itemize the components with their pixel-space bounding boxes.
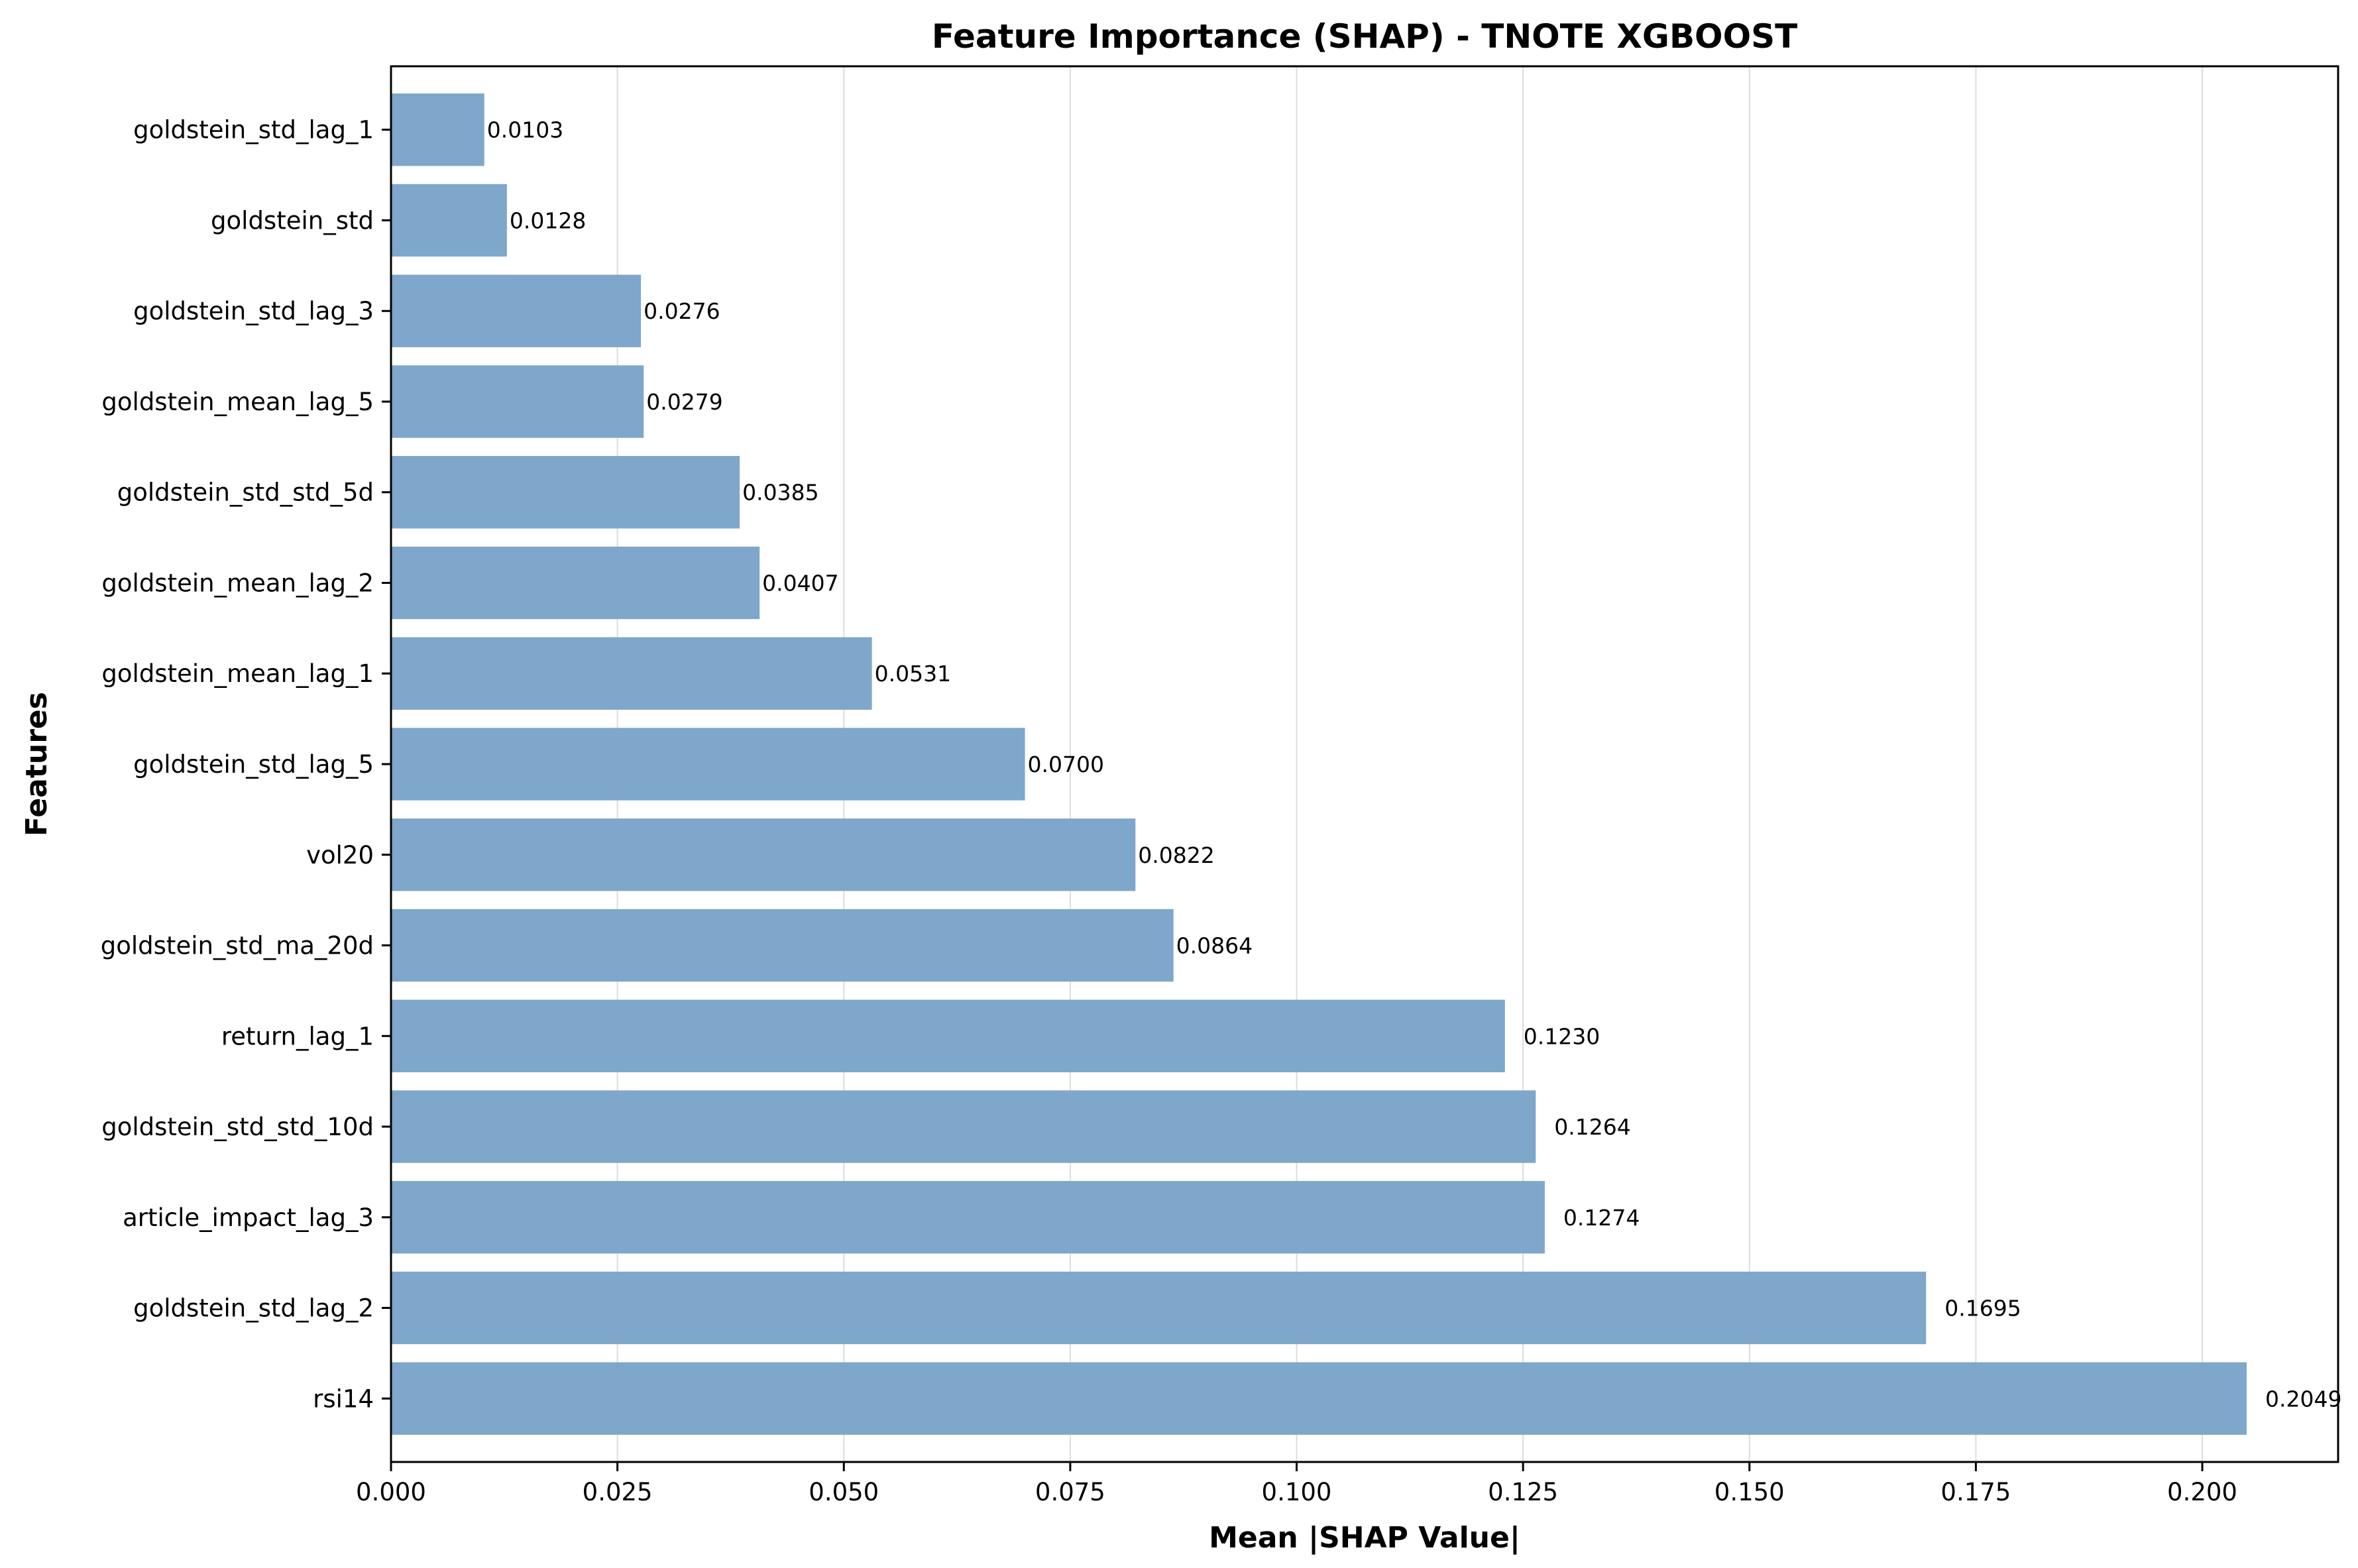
y-tick-label: goldstein_std_lag_5 — [133, 750, 374, 779]
y-tick-label: goldstein_std_std_5d — [117, 478, 374, 507]
y-tick-label: goldstein_std_lag_3 — [133, 297, 374, 325]
data-label: 0.0385 — [742, 480, 818, 506]
y-tick-label: vol20 — [306, 841, 374, 869]
y-tick-label: goldstein_std_lag_1 — [133, 116, 374, 144]
bar — [391, 1362, 2247, 1435]
data-label: 0.0864 — [1176, 933, 1253, 959]
y-tick-label: goldstein_std — [211, 206, 374, 235]
y-tick-label: goldstein_mean_lag_5 — [101, 388, 374, 416]
y-axis-label: Features — [20, 692, 54, 836]
data-label: 0.1695 — [1944, 1296, 2021, 1321]
y-axis-ticks: goldstein_std_lag_1 goldstein_std goldstei… — [101, 116, 391, 1413]
y-tick-label: goldstein_std_ma_20d — [101, 932, 374, 960]
bar — [391, 637, 872, 710]
y-tick-label: return_lag_1 — [221, 1022, 374, 1050]
x-tick-label: 0.150 — [1714, 1478, 1785, 1506]
y-tick-label: goldstein_mean_lag_2 — [101, 569, 374, 597]
bar — [391, 999, 1505, 1072]
data-label: 0.1264 — [1554, 1114, 1630, 1140]
bar — [391, 728, 1025, 801]
data-label: 0.0279 — [646, 389, 722, 415]
plot-frame — [390, 65, 2339, 1463]
bar — [391, 546, 760, 620]
bar — [391, 1181, 1545, 1254]
x-tick-label: 0.075 — [1035, 1478, 1105, 1506]
bar — [391, 1271, 1927, 1345]
x-axis-ticks: 0.000 0.025 0.050 0.075 0.100 0.125 0.150 0.175… — [356, 1462, 2237, 1506]
data-label: 0.0103 — [487, 117, 563, 143]
x-tick-label: 0.200 — [2167, 1478, 2237, 1506]
bar — [391, 909, 1174, 982]
y-tick-label: rsi14 — [313, 1384, 374, 1413]
x-tick-label: 0.025 — [583, 1478, 653, 1506]
x-tick-label: 0.000 — [356, 1478, 426, 1506]
x-tick-label: 0.125 — [1488, 1478, 1558, 1506]
data-label: 0.2049 — [2265, 1386, 2341, 1412]
bar — [391, 93, 484, 166]
x-axis-label: Mean |SHAP Value| — [1209, 1521, 1520, 1555]
x-tick-label: 0.050 — [809, 1478, 879, 1506]
bar — [391, 365, 644, 438]
x-tick-label: 0.175 — [1940, 1478, 2011, 1506]
data-label: 0.1230 — [1524, 1023, 1600, 1049]
bar — [391, 818, 1136, 891]
x-tick-label: 0.100 — [1262, 1478, 1332, 1506]
bar — [391, 1090, 1536, 1163]
data-label: 0.0700 — [1028, 752, 1104, 777]
data-label: 0.1274 — [1563, 1205, 1640, 1231]
data-label: 0.0276 — [644, 298, 720, 324]
chart-title: Feature Importance (SHAP) - TNOTE XGBOOS… — [932, 17, 1797, 56]
y-tick-label: goldstein_std_lag_2 — [133, 1294, 374, 1323]
data-label: 0.0531 — [875, 661, 951, 687]
bar — [391, 274, 642, 347]
bars — [391, 93, 2247, 1435]
bar — [391, 184, 507, 257]
data-labels: 0.0103 0.0128 0.0276 0.0279 0.0385 0.0407 0.05… — [487, 117, 2342, 1412]
data-label: 0.0128 — [510, 207, 586, 233]
y-tick-label: article_impact_lag_3 — [123, 1204, 374, 1232]
bar — [391, 456, 740, 529]
y-tick-label: goldstein_mean_lag_1 — [101, 659, 374, 688]
data-label: 0.0407 — [762, 570, 838, 596]
y-tick-label: goldstein_std_std_10d — [101, 1113, 374, 1141]
data-label: 0.0822 — [1138, 842, 1214, 868]
